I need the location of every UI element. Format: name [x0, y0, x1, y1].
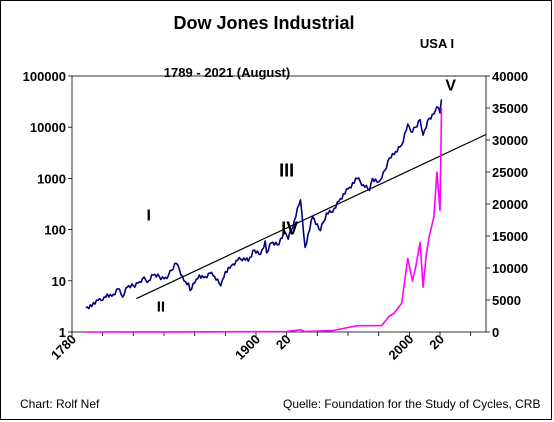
- wave-label: III: [279, 160, 294, 180]
- x-tick-label: 2000: [385, 332, 416, 363]
- wave-label: IV: [281, 219, 298, 239]
- x-tick-label: 1780: [48, 332, 79, 363]
- chart-top-label: USA I: [420, 36, 454, 51]
- x-tick-label: 1900: [232, 332, 263, 363]
- right-tick-label: 5000: [492, 293, 521, 308]
- wave-label: V: [445, 78, 456, 95]
- left-axis: 100000 10000 1000 100 10 1: [23, 69, 72, 340]
- chart-title: Dow Jones Industrial: [173, 13, 354, 33]
- wave-label: II: [157, 299, 165, 316]
- wave-label: I: [146, 208, 150, 225]
- footer-credit: Chart: Rolf Nef: [20, 397, 100, 411]
- left-tick-label: 1000: [37, 171, 66, 186]
- right-tick-label: 10000: [492, 261, 528, 276]
- footer-source: Quelle: Foundation for the Study of Cycl…: [283, 397, 540, 411]
- right-tick-label: 25000: [492, 165, 528, 180]
- left-tick-label: 10: [52, 274, 66, 289]
- chart-subtitle: 1789 - 2021 (August): [164, 65, 290, 80]
- left-tick-label: 100: [44, 223, 66, 238]
- left-tick-label: 1: [59, 325, 66, 340]
- x-tick-label: 20: [273, 332, 294, 353]
- x-tick-label: 20: [426, 332, 447, 353]
- trend-line: [136, 133, 487, 300]
- right-tick-label: 40000: [492, 69, 528, 84]
- right-axis: 40000 35000 30000 25000 20000 15000 10000 5000 0: [486, 69, 528, 340]
- right-tick-label: 20000: [492, 197, 528, 212]
- left-tick-label: 10000: [30, 120, 66, 135]
- series-line-log: [85, 99, 443, 310]
- x-axis: 1780 1900 20 2000 20: [48, 332, 472, 363]
- series-layer: [85, 99, 487, 333]
- left-tick-label: 100000: [23, 69, 66, 84]
- right-tick-label: 15000: [492, 229, 528, 244]
- right-tick-label: 30000: [492, 133, 528, 148]
- series-line-linear: [85, 107, 443, 333]
- right-tick-label: 35000: [492, 101, 528, 116]
- right-tick-label: 0: [492, 325, 499, 340]
- plot-area: [71, 75, 487, 333]
